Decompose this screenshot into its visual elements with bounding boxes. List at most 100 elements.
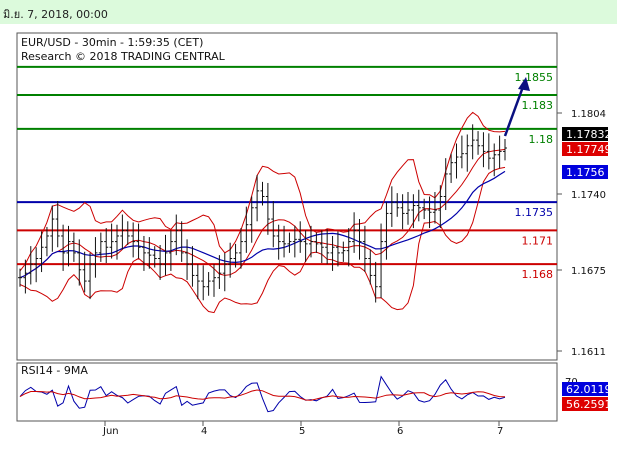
price-bar xyxy=(265,182,270,235)
x-tick-5: 5 xyxy=(299,426,305,437)
price-bar xyxy=(357,219,362,260)
svg-text:56.2591: 56.2591 xyxy=(566,398,612,411)
date-strip: มิ.ย. 7, 2018, 00:00 xyxy=(0,0,617,24)
price-bar xyxy=(411,194,416,229)
price-bar xyxy=(88,252,93,300)
price-bar xyxy=(82,251,87,293)
price-bar xyxy=(141,235,146,271)
price-bar xyxy=(292,225,297,258)
price-bar xyxy=(389,186,394,227)
price-bar xyxy=(217,255,222,289)
price-bar xyxy=(185,239,190,280)
price-bar xyxy=(233,243,238,268)
price-bar xyxy=(50,205,55,252)
price-bar xyxy=(335,231,340,267)
price-axis: 1.1804 1.1740 1.1675 1.1611 xyxy=(557,109,606,358)
price-bar xyxy=(34,247,39,283)
price-bar xyxy=(39,231,44,273)
price-bar xyxy=(309,225,313,258)
time-axis: Jun 4 5 6 7 xyxy=(102,421,503,437)
price-bar xyxy=(438,185,443,229)
price-bar xyxy=(395,193,400,217)
price-candles xyxy=(18,124,507,303)
price-bar xyxy=(93,237,98,278)
price-bar xyxy=(470,124,475,160)
price-bar xyxy=(449,153,454,183)
price-bar xyxy=(61,224,66,271)
price-bar xyxy=(249,196,254,243)
chart-subtitle: Research © 2018 TRADING CENTRAL xyxy=(21,50,226,63)
price-bar xyxy=(384,202,389,260)
price-tick-3: 1.1675 xyxy=(571,266,606,277)
price-bar xyxy=(346,228,351,267)
price-bar xyxy=(255,175,260,222)
level-label-1: 1.183 xyxy=(522,99,554,112)
price-bar xyxy=(238,228,243,269)
rsi-lines xyxy=(19,375,506,413)
rsi-line xyxy=(19,375,506,413)
date-label: มิ.ย. 7, 2018, 00:00 xyxy=(3,8,108,21)
price-bar xyxy=(44,226,49,257)
price-bar xyxy=(163,234,168,276)
bollinger-lower xyxy=(19,166,506,314)
bollinger-upper xyxy=(19,111,506,272)
price-bar xyxy=(454,143,459,179)
chart-title: EUR/USD - 30min - 1:59:35 (CET) xyxy=(21,36,203,49)
price-bar xyxy=(368,249,373,285)
price-bar xyxy=(362,225,367,273)
x-tick-7: 7 xyxy=(497,426,503,437)
price-bar xyxy=(503,138,507,161)
price-bar xyxy=(319,230,324,264)
price-bar xyxy=(459,135,464,169)
price-bar xyxy=(125,221,130,245)
price-bar xyxy=(287,232,292,253)
price-bar xyxy=(28,246,33,285)
level-label-3: 1.1735 xyxy=(515,206,554,219)
current-price-tag: 1.17832 xyxy=(562,127,612,141)
price-bar xyxy=(330,235,335,271)
rsi-ma-tag: 56.2591 xyxy=(562,397,612,411)
price-bar xyxy=(228,242,233,278)
level-label-4: 1.171 xyxy=(522,234,554,247)
price-bar xyxy=(77,239,82,286)
price-tick-2: 1.1740 xyxy=(571,190,606,201)
price-bar xyxy=(244,206,249,253)
price-bar xyxy=(152,246,157,268)
price-bar xyxy=(190,246,195,287)
price-bar xyxy=(168,230,173,271)
svg-text:1.1756: 1.1756 xyxy=(566,166,605,179)
price-bar xyxy=(443,158,448,211)
price-bar xyxy=(282,225,287,258)
price-bar xyxy=(427,196,432,229)
forecast-arrow xyxy=(503,77,530,137)
price-bar xyxy=(432,191,437,224)
price-bar xyxy=(212,264,216,297)
price-bar xyxy=(104,228,109,264)
price-bar xyxy=(195,264,200,300)
price-bar xyxy=(115,224,119,260)
svg-text:1.17749: 1.17749 xyxy=(566,143,612,156)
price-bar xyxy=(422,198,427,220)
price-bar xyxy=(314,232,319,253)
price-bar xyxy=(109,223,114,259)
svg-text:62.0119: 62.0119 xyxy=(566,383,612,396)
price-bar xyxy=(206,272,211,296)
price-bar xyxy=(486,133,491,170)
level-label-0: 1.1855 xyxy=(515,71,554,84)
red-price-tag: 1.17749 xyxy=(562,142,612,156)
price-bar xyxy=(406,191,410,225)
price-bar xyxy=(416,189,421,222)
rsi-title: RSI14 - 9MA xyxy=(21,364,88,377)
price-bar xyxy=(147,237,152,269)
price-bar xyxy=(341,241,346,262)
price-bar xyxy=(481,132,486,168)
price-bar xyxy=(492,143,497,177)
level-lines: 1.1855 1.183 1.18 1.1735 1.171 1.168 xyxy=(17,65,557,281)
price-bar xyxy=(379,223,384,298)
x-tick-4: 4 xyxy=(201,426,207,437)
price-bar xyxy=(131,222,136,258)
price-bar xyxy=(222,252,227,292)
price-bar xyxy=(352,212,357,253)
price-bar xyxy=(120,214,125,250)
x-tick-6: 6 xyxy=(397,426,403,437)
